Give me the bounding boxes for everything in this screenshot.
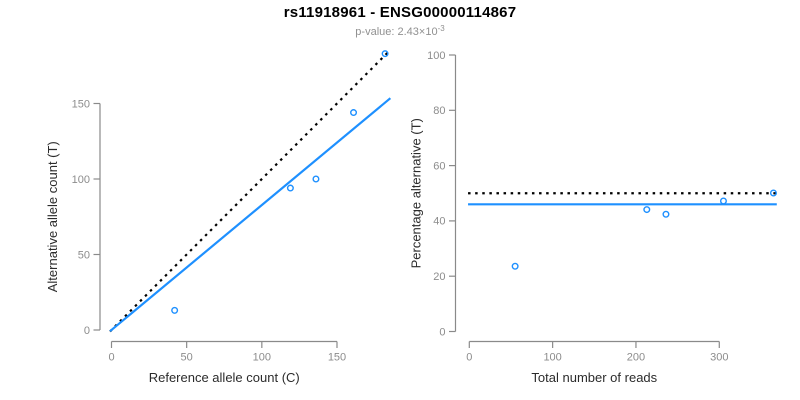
right-plot-data-point [662, 210, 670, 218]
left-plot-x-tick-label: 100 [253, 352, 271, 364]
right-plot-y-axis-title: Percentage alternative (T) [409, 118, 424, 268]
figure-title: rs11918961 - ENSG00000114867 [283, 4, 517, 21]
left-plot-fit-line [109, 97, 392, 333]
left-plot-data-point [286, 184, 294, 192]
right-plot-x-tick-label: 0 [466, 352, 472, 364]
figure-subtitle: p-value: 2.43×10-3 [0, 24, 800, 38]
left-plot-x-tick-label: 0 [108, 352, 114, 364]
right-plot-data-point [643, 206, 651, 214]
p-value-exponent: -3 [437, 24, 445, 33]
right-plot-x-tick-label: 100 [543, 352, 561, 364]
left-plot-y-tick-label: 50 [78, 249, 90, 261]
right-plot-y-tick-label: 60 [433, 160, 445, 172]
left-plot-x-tick-label: 150 [328, 352, 346, 364]
right-plot: 0 100 200 300 0 20 40 60 80 100 Total number of re… [409, 50, 777, 385]
right-plot-data-point [511, 262, 519, 270]
right-plot-y-tick-label: 0 [439, 326, 445, 338]
left-plot-x-axis-title: Reference allele count (C) [149, 370, 300, 385]
right-plot-y-tick-label: 80 [433, 105, 445, 117]
left-plot-data-point [350, 109, 358, 117]
left-plot-identity-line [109, 50, 390, 333]
right-plot-data-point [769, 189, 777, 197]
right-plot-x-tick-label: 300 [710, 352, 728, 364]
left-plot-y-axis-title: Alternative allele count (T) [45, 141, 60, 292]
right-plot-x-tick-label: 200 [627, 352, 645, 364]
left-plot-x-tick-label: 50 [181, 352, 193, 364]
left-plot-data-point [381, 50, 389, 58]
left-plot-y-tick-label: 100 [72, 174, 90, 186]
left-plot-y-tick-label: 150 [72, 98, 90, 110]
right-plot-y-tick-label: 20 [433, 271, 445, 283]
right-plot-y-tick-label: 40 [433, 216, 445, 228]
right-plot-x-axis-title: Total number of reads [531, 370, 657, 385]
right-plot-y-tick-label: 100 [427, 50, 445, 62]
left-plot-data-point [312, 175, 320, 183]
p-value-text: p-value: 2.43×10 [355, 26, 438, 38]
left-plot: 0 50 100 150 0 50 100 150 Reference allele count… [45, 50, 392, 385]
left-plot-y-tick-label: 0 [84, 325, 90, 337]
right-plot-data-point [719, 197, 727, 205]
left-plot-data-point [171, 306, 179, 314]
